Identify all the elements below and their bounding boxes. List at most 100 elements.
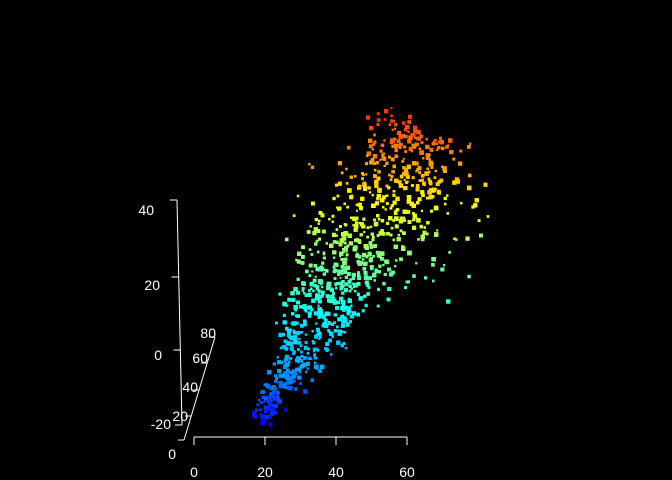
cloud-point <box>322 256 326 260</box>
cloud-point <box>339 276 342 279</box>
cloud-point <box>324 323 329 328</box>
cloud-point <box>363 275 369 280</box>
cloud-point <box>290 344 294 348</box>
cloud-point <box>301 289 305 292</box>
cloud-point <box>315 285 320 289</box>
cloud-point <box>405 280 409 284</box>
cloud-point <box>307 311 312 316</box>
cloud-point <box>376 234 380 237</box>
cloud-point <box>265 384 270 388</box>
cloud-point <box>278 332 283 337</box>
cloud-point <box>310 165 315 169</box>
cloud-point <box>317 331 322 336</box>
cloud-point <box>306 347 310 351</box>
cloud-point <box>281 384 286 389</box>
cloud-point <box>394 265 397 268</box>
cloud-point <box>300 323 304 328</box>
cloud-point <box>303 307 308 312</box>
cloud-point <box>343 202 346 206</box>
cloud-point <box>280 381 283 384</box>
cloud-point <box>414 161 419 166</box>
cloud-point <box>314 218 318 222</box>
cloud-point <box>434 232 439 237</box>
cloud-point <box>361 177 364 181</box>
cloud-point <box>431 187 436 192</box>
cloud-point <box>344 346 348 350</box>
cloud-point <box>314 242 318 246</box>
cloud-point <box>417 197 422 202</box>
cloud-point <box>420 141 424 144</box>
cloud-point <box>343 266 347 269</box>
cloud-point <box>287 332 291 335</box>
cloud-point <box>294 387 298 391</box>
cloud-point <box>339 238 344 243</box>
cloud-point <box>390 119 394 123</box>
cloud-point <box>354 290 357 293</box>
cloud-point <box>284 347 289 351</box>
cloud-point <box>380 143 385 147</box>
cloud-point <box>347 188 352 193</box>
cloud-point <box>381 153 384 157</box>
cloud-point <box>412 274 416 278</box>
cloud-point <box>434 188 437 191</box>
cloud-point <box>325 242 328 245</box>
cloud-point <box>291 312 295 316</box>
cloud-point <box>422 157 425 160</box>
cloud-point <box>252 410 257 415</box>
cloud-point <box>339 225 342 228</box>
cloud-point <box>269 411 275 416</box>
cloud-point <box>407 120 412 124</box>
cloud-point <box>333 256 336 259</box>
cloud-point <box>403 219 406 222</box>
cloud-point <box>317 289 321 293</box>
cloud-point <box>373 222 378 227</box>
cloud-point <box>459 149 463 153</box>
cloud-point <box>371 238 375 242</box>
cloud-point <box>444 202 447 206</box>
cloud-point <box>402 157 405 160</box>
cloud-point <box>335 234 338 237</box>
cloud-point <box>310 378 314 382</box>
cloud-point <box>416 137 419 140</box>
cloud-point <box>402 121 406 125</box>
cloud-point <box>322 251 326 254</box>
cloud-point <box>332 300 337 305</box>
cloud-point <box>355 253 360 258</box>
cloud-point <box>328 298 334 303</box>
cloud-point <box>396 237 401 242</box>
cloud-point <box>402 231 406 235</box>
cloud-point <box>432 279 435 283</box>
cloud-point <box>398 183 404 188</box>
cloud-point <box>322 252 326 256</box>
cloud-point <box>311 201 315 206</box>
cloud-point <box>339 286 344 290</box>
cloud-point <box>375 202 378 205</box>
cloud-point <box>357 276 361 280</box>
cloud-point <box>401 134 406 139</box>
cloud-point <box>426 196 429 200</box>
cloud-point <box>350 304 353 307</box>
cloud-point <box>345 167 348 171</box>
cloud-point <box>416 168 419 171</box>
cloud-point <box>368 258 373 263</box>
x-tick-label-20: 20 <box>257 464 273 480</box>
cloud-point <box>455 180 459 183</box>
cloud-point <box>295 321 299 325</box>
cloud-point <box>291 321 297 326</box>
cloud-point <box>282 313 286 317</box>
cloud-point <box>429 181 433 186</box>
cloud-point <box>297 340 301 345</box>
cloud-point <box>325 349 328 352</box>
cloud-point <box>345 253 349 257</box>
cloud-point <box>467 185 472 191</box>
cloud-point <box>378 264 382 268</box>
cloud-point <box>349 320 352 324</box>
cloud-point <box>341 318 346 324</box>
cloud-point <box>320 282 323 286</box>
cloud-point <box>303 389 308 394</box>
cloud-point <box>428 194 433 200</box>
cloud-point <box>332 297 335 301</box>
cloud-point <box>392 238 395 242</box>
cloud-point <box>346 205 349 209</box>
cloud-point <box>337 161 342 166</box>
